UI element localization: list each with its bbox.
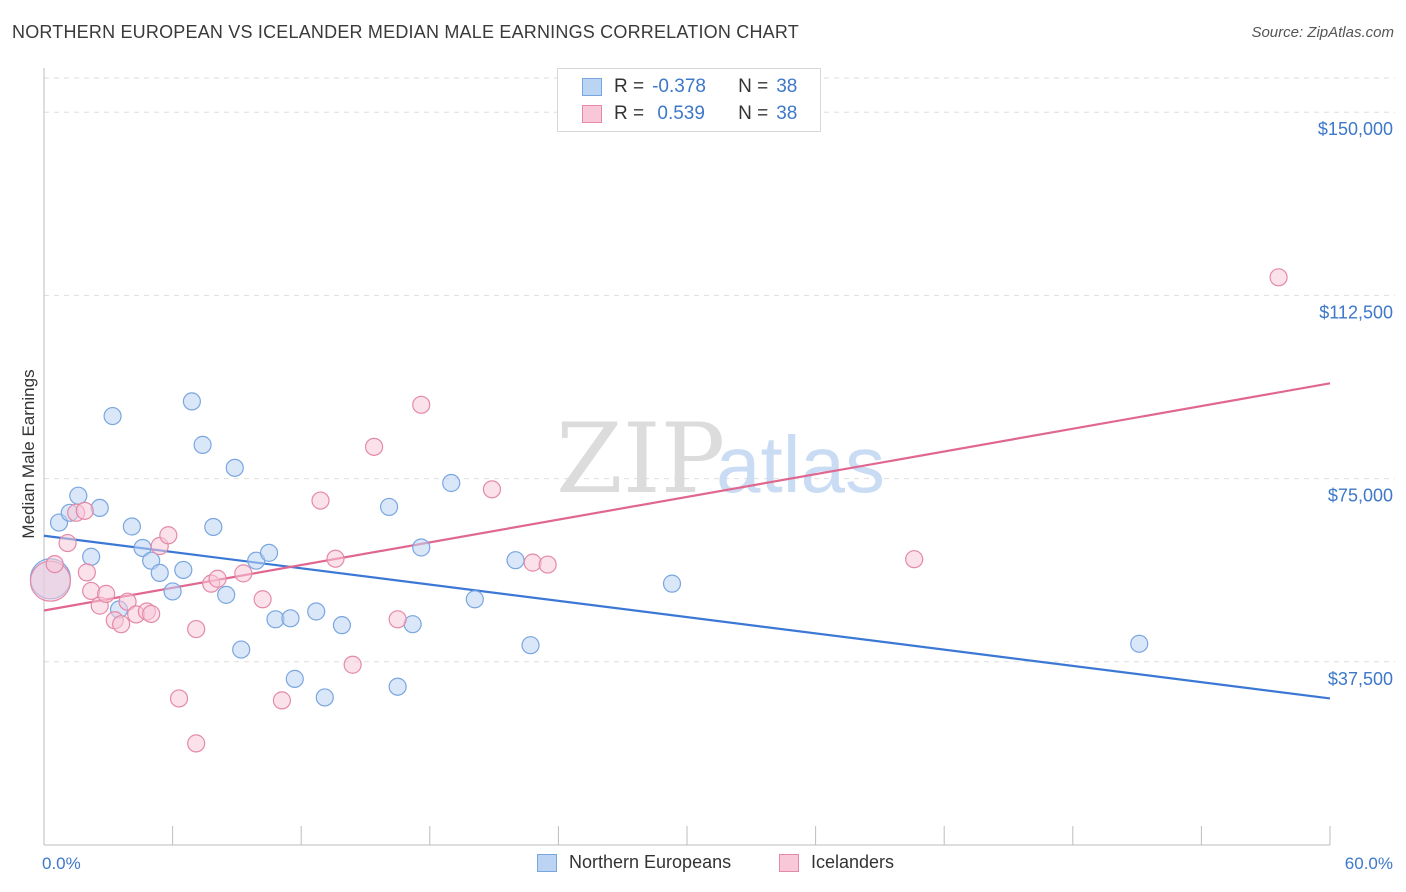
point-northern-europeans — [150, 563, 169, 582]
y-tick-label: $150,000 — [1318, 119, 1393, 139]
series-legend: Northern Europeans Icelanders — [0, 852, 1406, 878]
point-northern-europeans — [332, 616, 352, 635]
stats-row-northern-europeans: R = -0.378 N = 38 — [582, 75, 797, 99]
point-northern-europeans — [204, 517, 223, 537]
y-axis-label: Median Male Earnings — [19, 369, 38, 538]
point-northern-europeans — [103, 406, 122, 426]
point-icelanders — [234, 564, 253, 583]
point-northern-europeans — [281, 609, 300, 628]
source-credit: Source: ZipAtlas.com — [1251, 24, 1394, 41]
r-label: R = — [614, 103, 645, 124]
point-northern-europeans — [521, 636, 540, 655]
point-northern-europeans — [285, 669, 304, 688]
point-northern-europeans — [465, 590, 484, 609]
point-northern-europeans — [379, 497, 399, 517]
r-value: -0.378 — [652, 76, 706, 97]
point-northern-europeans — [69, 486, 88, 505]
point-icelanders — [482, 480, 502, 499]
watermark: ZIP atlas — [556, 403, 885, 515]
point-icelanders — [364, 437, 384, 456]
r-label: R = — [614, 76, 645, 97]
axes — [43, 68, 1331, 846]
point-icelanders — [343, 655, 362, 674]
n-value: 38 — [776, 103, 798, 124]
legend-item-northern-europeans[interactable]: Northern Europeans — [537, 852, 731, 873]
point-icelanders — [97, 584, 116, 603]
point-northern-europeans — [217, 585, 236, 604]
swatch-icelanders — [779, 853, 799, 872]
point-icelanders — [118, 592, 137, 611]
point-icelanders — [169, 689, 189, 708]
y-tick-label: $75,000 — [1328, 486, 1393, 506]
point-icelanders — [388, 610, 407, 629]
point-northern-europeans — [315, 688, 334, 707]
y-tick-label: $112,500 — [1319, 302, 1393, 322]
point-northern-europeans — [193, 435, 212, 454]
x-tick-label-left: 0.0% — [42, 854, 81, 873]
point-northern-europeans — [163, 582, 182, 601]
y-tick-labels: $37,500 $75,000 $112,500 $150,000 — [1318, 119, 1393, 689]
point-northern-europeans — [174, 560, 193, 580]
watermark-atlas: atlas — [716, 420, 885, 509]
x-tick-label-right: 60.0% — [1345, 854, 1393, 873]
point-northern-europeans — [90, 498, 109, 518]
legend-label: Northern Europeans — [569, 852, 732, 872]
point-icelanders — [326, 549, 345, 568]
point-northern-europeans — [412, 538, 431, 557]
n-value: 38 — [776, 76, 798, 97]
point-icelanders — [187, 619, 206, 639]
point-northern-europeans — [388, 677, 407, 696]
swatch-northern-europeans — [537, 853, 557, 872]
point-northern-europeans — [1130, 634, 1149, 653]
point-northern-europeans — [442, 473, 461, 493]
stats-legend: R = -0.378 N = 38 R = 0.539 N = 38 — [557, 68, 821, 132]
legend-label: Icelanders — [811, 852, 895, 872]
point-icelanders — [75, 501, 94, 520]
r-value: 0.539 — [652, 103, 705, 124]
chart-title: NORTHERN EUROPEAN VS ICELANDER MEDIAN MA… — [12, 22, 799, 42]
point-northern-europeans — [403, 615, 422, 634]
point-northern-europeans — [182, 392, 201, 411]
y-tick-label: $37,500 — [1328, 669, 1393, 689]
point-icelanders — [1269, 268, 1288, 287]
point-northern-europeans — [225, 458, 244, 477]
point-icelanders — [538, 555, 557, 574]
point-icelanders — [45, 554, 64, 574]
point-icelanders — [159, 526, 178, 545]
point-northern-europeans — [266, 610, 285, 629]
trend-line-icelanders — [43, 382, 1331, 612]
swatch-icelanders — [582, 105, 602, 123]
point-icelanders — [311, 491, 330, 510]
point-icelanders — [142, 604, 161, 624]
point-icelanders — [523, 553, 542, 572]
point-northern-europeans — [122, 517, 141, 536]
point-northern-europeans — [307, 602, 326, 621]
point-northern-europeans — [259, 543, 279, 562]
point-icelanders — [77, 563, 96, 582]
point-icelanders — [112, 615, 131, 634]
point-icelanders — [253, 590, 272, 609]
data-points — [29, 268, 1288, 753]
legend-item-icelanders[interactable]: Icelanders — [779, 852, 894, 873]
point-northern-europeans — [662, 574, 682, 593]
point-northern-europeans — [232, 640, 251, 659]
n-label: N = — [738, 76, 769, 97]
point-icelanders — [412, 395, 431, 414]
point-icelanders — [272, 691, 292, 710]
stats-row-icelanders: R = 0.539 N = 38 — [582, 102, 797, 126]
point-icelanders — [58, 533, 77, 553]
point-icelanders — [905, 550, 924, 569]
point-icelanders — [208, 569, 227, 588]
point-northern-europeans — [82, 547, 101, 566]
point-northern-europeans — [506, 551, 525, 570]
trend-line-northern-europeans — [43, 534, 1331, 700]
point-icelanders — [187, 734, 206, 753]
watermark-zip: ZIP — [556, 403, 725, 515]
n-label: N = — [738, 103, 769, 124]
swatch-northern-europeans — [582, 78, 602, 96]
